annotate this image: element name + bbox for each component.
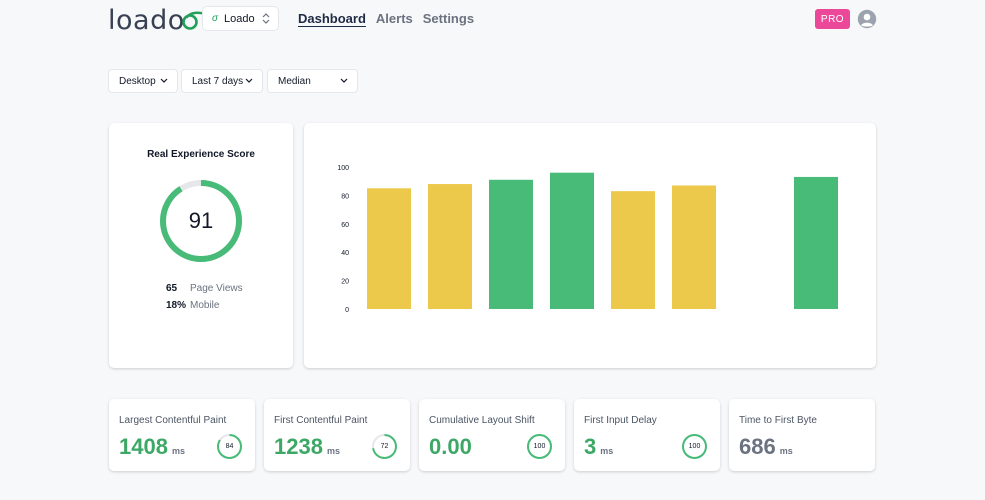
chart-bar[interactable] bbox=[489, 179, 533, 309]
date-range-filter[interactable]: Last 7 days bbox=[181, 69, 263, 93]
chart-bar[interactable] bbox=[550, 172, 594, 309]
chart-bar[interactable] bbox=[367, 188, 411, 309]
page-views-label: Page Views bbox=[190, 283, 243, 294]
metric-unit: ms bbox=[171, 446, 185, 456]
metric-value-wrap: 0.00 bbox=[429, 434, 476, 460]
metric-card-fcp: First Contentful Paint 1238 ms 72 bbox=[264, 399, 410, 471]
metric-title: First Input Delay bbox=[584, 415, 657, 426]
aggregate-filter[interactable]: Median bbox=[267, 69, 358, 93]
metric-score-ring bbox=[217, 434, 242, 459]
site-name: Loado bbox=[224, 12, 255, 25]
nav-settings[interactable]: Settings bbox=[422, 11, 475, 26]
pro-badge[interactable]: PRO bbox=[815, 9, 850, 29]
chart-bar[interactable] bbox=[794, 176, 838, 309]
date-range-label: Last 7 days bbox=[192, 75, 244, 87]
mobile-stat: 18% Mobile bbox=[166, 300, 219, 311]
metric-value-wrap: 686 ms bbox=[739, 434, 793, 460]
metric-title: Largest Contentful Paint bbox=[119, 415, 227, 426]
metric-title: Time to First Byte bbox=[739, 415, 817, 426]
score-history-chart-card: 100 80 60 40 20 0 bbox=[304, 123, 876, 368]
y-tick-label: 0 bbox=[345, 307, 349, 314]
score-gauge bbox=[160, 180, 242, 262]
metric-value-wrap: 1238 ms bbox=[274, 434, 340, 460]
chevron-up-down-icon bbox=[262, 13, 270, 24]
y-tick-label: 20 bbox=[341, 279, 349, 286]
mobile-value: 18% bbox=[166, 300, 187, 311]
metric-score-ring bbox=[527, 434, 552, 459]
metric-card-fid: First Input Delay 3 ms 100 bbox=[574, 399, 720, 471]
y-tick-label: 100 bbox=[337, 165, 349, 172]
page-views-stat: 65 Page Views bbox=[166, 283, 243, 294]
metric-value: 1408 bbox=[119, 434, 168, 459]
leaf-icon: σ bbox=[212, 13, 219, 24]
experience-score-card: Real Experience Score 91 65 Page Views 18… bbox=[109, 123, 293, 368]
score-bar-chart: 100 80 60 40 20 0 bbox=[337, 165, 838, 314]
chart-bar[interactable] bbox=[428, 184, 472, 309]
device-filter-label: Desktop bbox=[119, 75, 156, 87]
metric-unit: ms bbox=[779, 446, 793, 456]
y-tick-label: 40 bbox=[341, 250, 349, 257]
metric-score: 72 bbox=[380, 443, 389, 450]
chart-bar[interactable] bbox=[611, 191, 655, 309]
metric-title: First Contentful Paint bbox=[274, 415, 368, 426]
chevron-down-icon bbox=[245, 78, 253, 83]
metric-score-ring bbox=[372, 434, 397, 459]
metric-score: 100 bbox=[688, 443, 701, 450]
metric-value: 3 bbox=[584, 434, 597, 459]
score-value: 91 bbox=[188, 208, 214, 233]
y-tick-label: 60 bbox=[341, 222, 349, 229]
metric-value: 0.00 bbox=[429, 434, 472, 459]
chevron-down-icon bbox=[160, 78, 168, 83]
metric-title: Cumulative Layout Shift bbox=[429, 415, 535, 426]
metric-card-ttfb: Time to First Byte 686 ms bbox=[729, 399, 875, 471]
site-selector[interactable]: σ Loado bbox=[202, 6, 279, 31]
metric-score: 100 bbox=[533, 443, 546, 450]
aggregate-label: Median bbox=[278, 75, 311, 87]
metric-value: 1238 bbox=[274, 434, 323, 459]
nav-alerts[interactable]: Alerts bbox=[375, 11, 413, 26]
metric-value-wrap: 3 ms bbox=[584, 434, 613, 460]
chart-bar[interactable] bbox=[672, 185, 716, 309]
logo[interactable]: loado bbox=[108, 4, 207, 36]
metric-score-ring bbox=[682, 434, 707, 459]
metric-score: 84 bbox=[225, 443, 234, 450]
main-nav: Dashboard Alerts Settings bbox=[298, 11, 474, 26]
user-avatar-icon[interactable] bbox=[857, 9, 877, 29]
metric-value-wrap: 1408 ms bbox=[119, 434, 185, 460]
mobile-label: Mobile bbox=[190, 300, 220, 311]
y-tick-label: 80 bbox=[341, 193, 349, 200]
score-title: Real Experience Score bbox=[147, 149, 255, 160]
page-views-value: 65 bbox=[166, 283, 178, 294]
metric-unit: ms bbox=[600, 446, 614, 456]
chevron-down-icon bbox=[340, 78, 348, 83]
metric-value: 686 bbox=[739, 434, 776, 459]
metric-unit: ms bbox=[326, 446, 340, 456]
metric-card-lcp: Largest Contentful Paint 1408 ms 84 bbox=[109, 399, 255, 471]
metric-card-cls: Cumulative Layout Shift 0.00 100 bbox=[419, 399, 565, 471]
logo-text: loado bbox=[108, 4, 185, 36]
device-filter[interactable]: Desktop bbox=[108, 69, 178, 93]
nav-dashboard[interactable]: Dashboard bbox=[298, 11, 366, 26]
